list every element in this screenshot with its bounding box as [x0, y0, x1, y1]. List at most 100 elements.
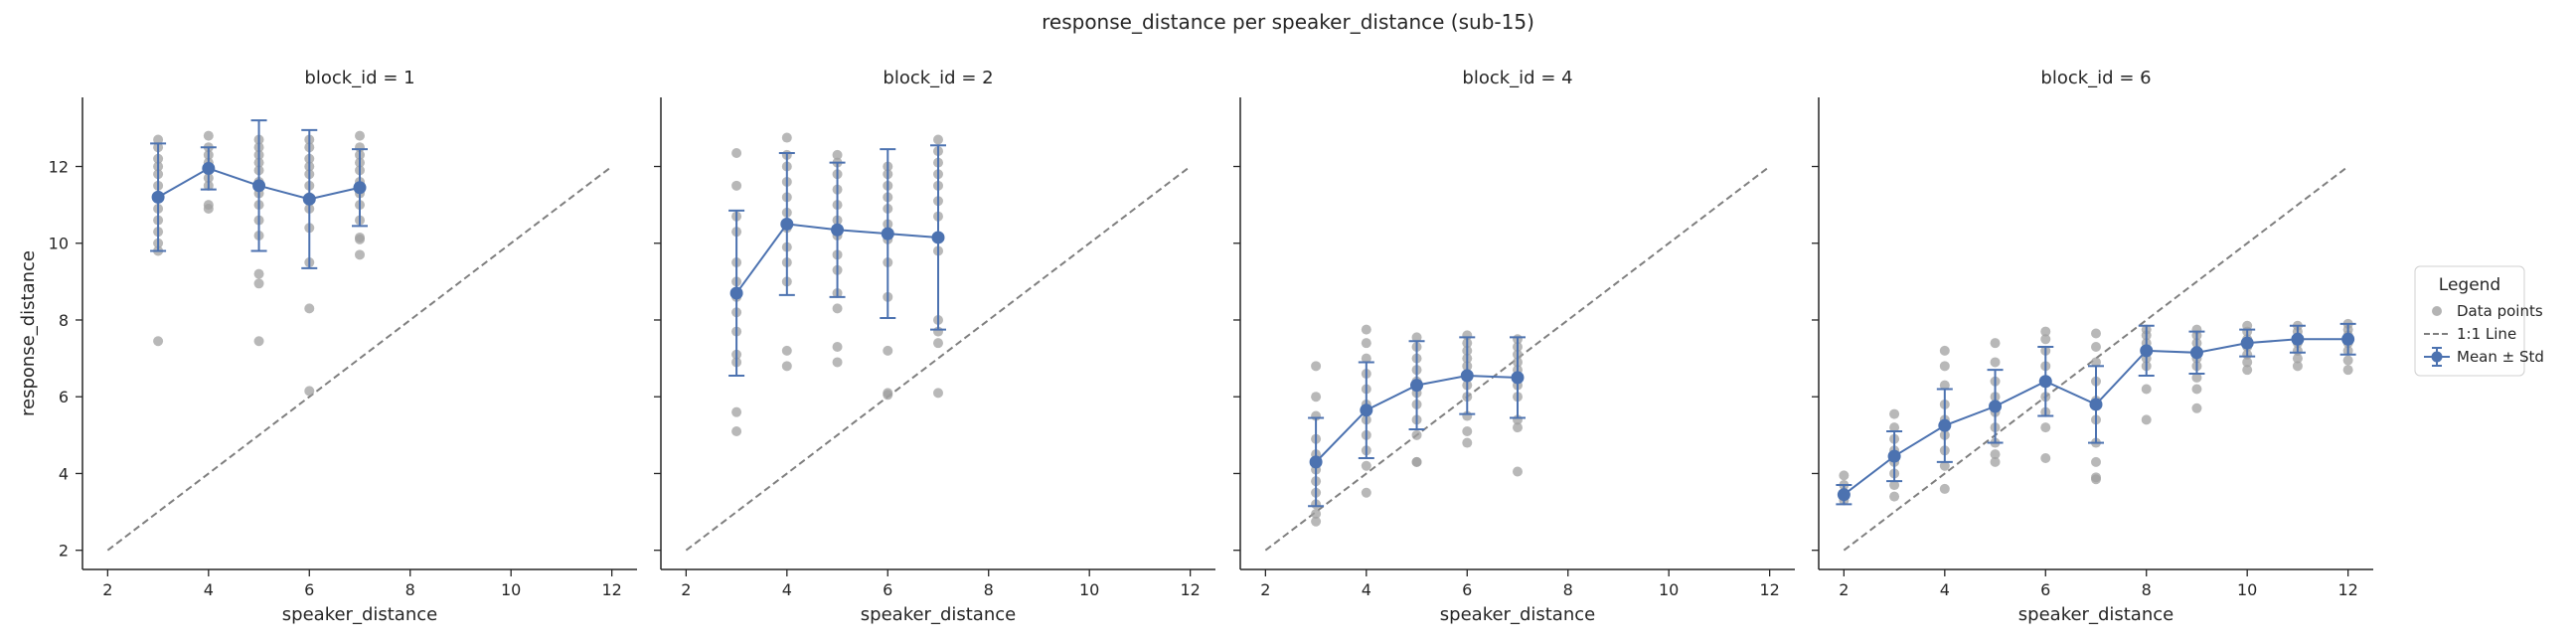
data-point [1839, 470, 1850, 481]
x-tick-label: 2 [681, 580, 691, 599]
data-point [1513, 422, 1523, 433]
facet-panels: block_id = 1 2 4 6 8 10 12 2 4 6 8 10 12 speaker_dist… [18, 68, 2373, 625]
data-point [832, 357, 843, 368]
x-tick-label: 8 [1563, 580, 1573, 599]
x-tick-label: 4 [204, 580, 214, 599]
x-tick-label: 2 [1839, 580, 1849, 599]
data-point [781, 361, 792, 372]
data-point [2040, 453, 2051, 464]
x-tick-label: 4 [1940, 580, 1950, 599]
y-tick-label: 4 [59, 464, 69, 483]
data-point [1889, 422, 1900, 433]
data-point [2191, 372, 2202, 383]
mean-marker [1989, 400, 2003, 413]
identity-line [685, 165, 1192, 552]
x-tick-label: 4 [782, 580, 792, 599]
data-point [304, 303, 315, 314]
data-point [153, 134, 164, 145]
x-tick-label: 10 [501, 580, 521, 599]
data-point [2242, 357, 2253, 368]
legend-key-data-points [2432, 306, 2442, 316]
y-tick-label: 8 [59, 311, 69, 330]
x-tick-label: 12 [601, 580, 621, 599]
y-tick-label: 10 [49, 235, 69, 253]
mean-marker [202, 161, 216, 175]
legend-item-label: Mean ± Std [2457, 348, 2544, 366]
identity-line [1843, 165, 2349, 552]
data-point [153, 336, 164, 347]
mean-marker [252, 179, 266, 193]
data-point [731, 406, 742, 417]
mean-marker [1309, 455, 1323, 469]
mean-marker [1511, 371, 1525, 385]
identity-line [1264, 165, 1771, 552]
mean-marker [931, 231, 945, 244]
x-tick-label: 10 [1659, 580, 1679, 599]
data-point [1411, 332, 1422, 343]
data-point [2040, 334, 2051, 345]
data-point [1889, 480, 1900, 491]
data-point [2242, 365, 2253, 376]
mean-std-series [1836, 322, 2356, 506]
mean-marker [729, 286, 743, 300]
data-point [2141, 384, 2152, 395]
mean-marker [780, 217, 794, 231]
data-point [355, 130, 365, 141]
data-point [2040, 326, 2051, 337]
x-axis-label: speaker_distance [1440, 604, 1595, 625]
data-point [304, 386, 315, 397]
data-point [1990, 456, 2001, 467]
data-point [1411, 456, 1422, 467]
x-tick-label: 12 [1180, 580, 1200, 599]
data-point [253, 336, 264, 347]
mean-marker [831, 223, 845, 237]
data-point [1361, 487, 1371, 498]
panel-title: block_id = 6 [2040, 68, 2151, 88]
data-point [781, 132, 792, 143]
data-point [1990, 357, 2001, 368]
x-tick-label: 2 [102, 580, 112, 599]
data-point [2292, 353, 2303, 364]
x-tick-label: 10 [1079, 580, 1099, 599]
data-point [1411, 429, 1422, 440]
x-tick-label: 6 [1462, 580, 1472, 599]
mean-marker [2038, 375, 2052, 389]
data-point [2342, 365, 2353, 376]
data-point [253, 278, 264, 289]
y-tick-label: 6 [59, 388, 69, 406]
x-tick-label: 12 [2337, 580, 2357, 599]
legend-item-label: 1:1 Line [2457, 325, 2516, 343]
data-point [1462, 437, 1473, 448]
legend-box [2414, 265, 2525, 377]
legend-item-label: Data points [2457, 302, 2543, 320]
x-tick-label: 8 [405, 580, 415, 599]
x-tick-label: 6 [883, 580, 892, 599]
data-point [883, 390, 893, 401]
data-point [355, 234, 365, 244]
data-point [1361, 338, 1371, 349]
data-point [2040, 422, 2051, 433]
data-point [1939, 483, 1950, 494]
mean-marker [353, 181, 367, 195]
data-point [203, 130, 214, 141]
data-point [731, 147, 742, 158]
data-point [2191, 402, 2202, 413]
data-point [1513, 466, 1523, 477]
mean-marker [2189, 346, 2203, 360]
data-point [933, 388, 943, 399]
mean-std-series [1308, 336, 1526, 508]
data-point [1361, 324, 1371, 335]
data-point [731, 180, 742, 191]
data-point [2091, 357, 2101, 368]
y-tick-label: 2 [59, 542, 69, 561]
figure-title: response_distance per speaker_distance (… [1042, 10, 1534, 34]
data-point [1311, 516, 1322, 527]
mean-marker [2240, 336, 2254, 350]
data-point [731, 425, 742, 436]
legend-title: Legend [2439, 275, 2500, 295]
data-point [1990, 449, 2001, 460]
x-tick-label: 2 [1260, 580, 1270, 599]
data-point [2342, 355, 2353, 366]
mean-marker [2341, 332, 2355, 346]
